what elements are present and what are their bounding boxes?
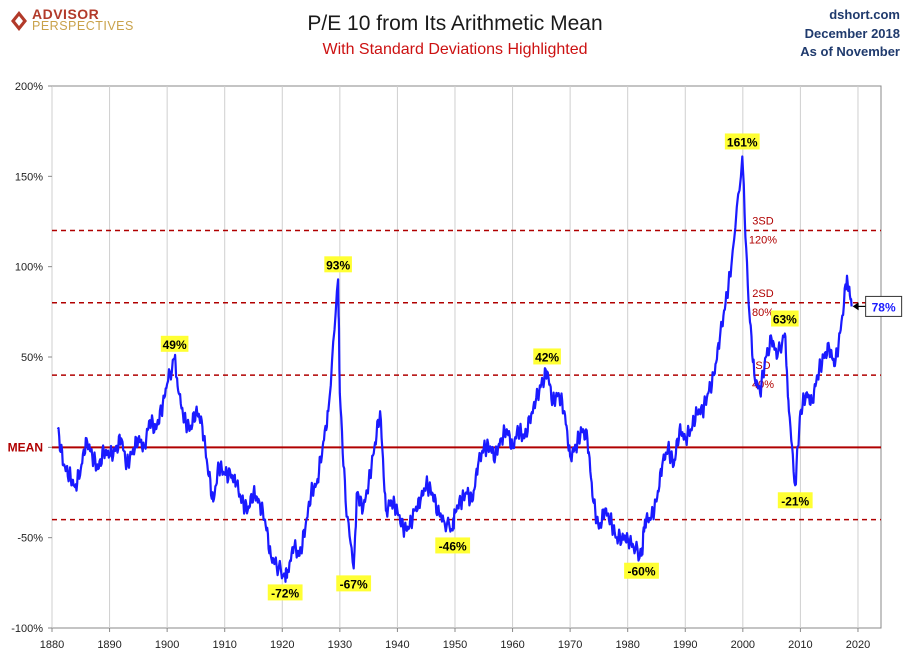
annotation-bg [533, 348, 561, 365]
chart-subtitle: With Standard Deviations Highlighted [322, 41, 588, 58]
annotation-label: -60% [628, 565, 656, 579]
annotation-bg [724, 133, 760, 150]
annotation-bg [624, 562, 659, 579]
annotation-label: 63% [773, 313, 797, 327]
x-tick-label: 1920 [270, 639, 294, 651]
annotation-label: -46% [439, 539, 467, 553]
x-tick-label: 1940 [385, 639, 409, 651]
annotation-bg [771, 310, 799, 327]
annotation-bg [267, 584, 303, 601]
annotation-label: -72% [271, 586, 299, 600]
annotation-label: 49% [163, 338, 187, 352]
x-tick-label: 1880 [40, 639, 64, 651]
logo-line2: PERSPECTIVES [32, 19, 134, 33]
annotation-label: 161% [727, 135, 758, 149]
y-tick-label: 50% [21, 352, 43, 364]
callout-arrow-head [852, 302, 859, 311]
x-tick-label: 1980 [615, 639, 639, 651]
annotation-bg [160, 335, 189, 352]
x-tick-label: 2010 [788, 639, 812, 651]
sd-label-bg [744, 286, 781, 300]
pe10-series-line [56, 155, 853, 583]
date-label: December 2018 [804, 26, 900, 41]
x-tick-label: 1900 [155, 639, 179, 651]
x-tick-label: 1950 [443, 639, 467, 651]
annotation-bg [336, 575, 372, 592]
annotation-label: 93% [326, 258, 350, 272]
sd-label-bg [744, 214, 781, 228]
last-value-box [865, 295, 903, 317]
y-tick-label: 200% [15, 81, 43, 93]
sd-label-value: 80% [752, 307, 774, 319]
logo-line1: ADVISOR [32, 6, 100, 22]
as-of-label: As of November [800, 44, 900, 59]
sd-label-name: 2SD [752, 288, 773, 300]
x-tick-label: 1910 [212, 639, 236, 651]
sd-label-name: SD [755, 360, 770, 372]
annotation-label: -67% [340, 577, 368, 591]
annotation-label: 42% [535, 350, 559, 364]
sd-label-value: 120% [749, 235, 777, 247]
annotation-label: -21% [781, 494, 809, 508]
x-tick-label: 1990 [673, 639, 697, 651]
y-tick-label: -100% [11, 623, 43, 635]
y-tick-label: 150% [15, 171, 43, 183]
annotation-bg [324, 256, 352, 273]
source-label: dshort.com [829, 7, 900, 22]
annotation-bg [435, 537, 471, 554]
x-tick-label: 2020 [846, 639, 870, 651]
x-tick-label: 1890 [97, 639, 121, 651]
chart-title: P/E 10 from Its Arithmetic Mean [307, 12, 603, 35]
y-tick-label: 100% [15, 262, 43, 274]
x-tick-label: 1930 [328, 639, 352, 651]
mean-label: MEAN [8, 440, 43, 454]
last-value-label: 78% [872, 300, 896, 314]
annotation-bg [777, 492, 813, 509]
x-tick-label: 2000 [731, 639, 755, 651]
y-tick-label: -50% [17, 533, 43, 545]
logo-icon [10, 10, 28, 37]
sd-label-bg [744, 232, 781, 246]
x-tick-label: 1970 [558, 639, 582, 651]
sd-label-name: 3SD [752, 216, 773, 228]
x-tick-label: 1960 [500, 639, 524, 651]
